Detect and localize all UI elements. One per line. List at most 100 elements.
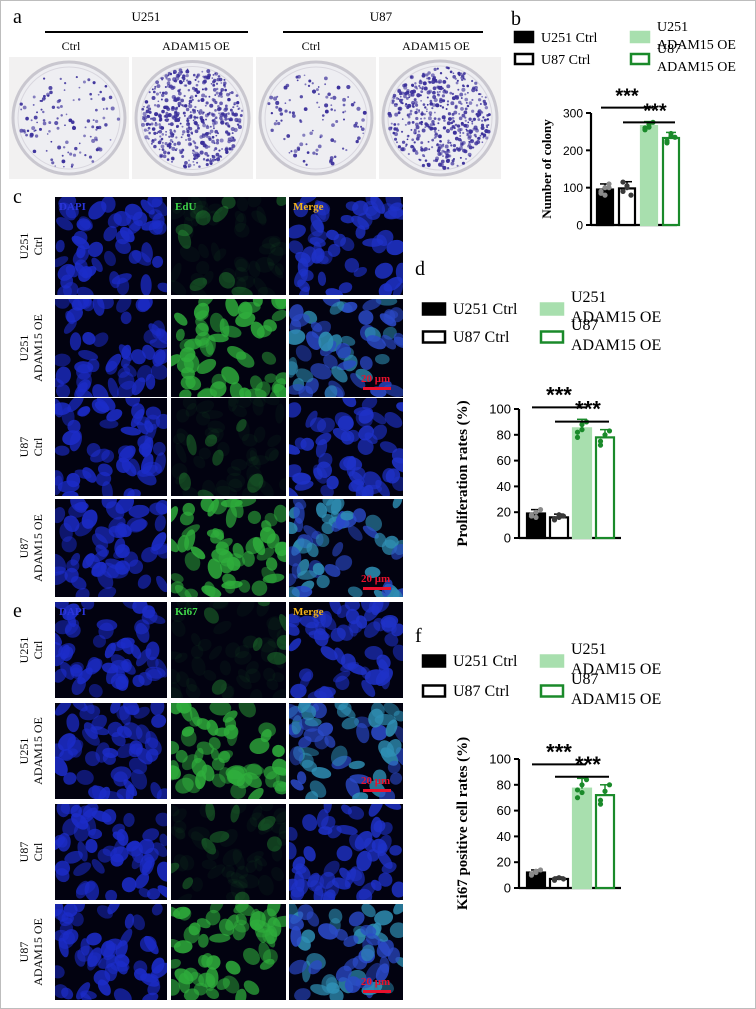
significance-label-2: ***	[575, 397, 601, 422]
ki67-row-label-3: U87 Ctrl	[17, 841, 45, 863]
ki67-image-dapi-3	[55, 804, 167, 900]
legend-label-2: U87 Ctrl	[453, 329, 510, 346]
data-point	[560, 876, 567, 882]
edu-image-marker-4	[171, 499, 286, 597]
data-point	[646, 124, 652, 130]
data-point	[606, 782, 613, 788]
legend-swatch-4	[629, 52, 651, 66]
ki67-image-dapi-4	[55, 904, 167, 1000]
colony-dish-u251-ctrl	[9, 57, 129, 179]
legend-swatch-1	[421, 302, 447, 316]
data-point	[628, 192, 634, 198]
y-tick-label: 100	[489, 752, 511, 767]
y-axis-label: Ki67 positive cell rates (%)	[455, 737, 471, 910]
legend-label-3-line-2: ADAM15 OE	[657, 38, 736, 53]
panel-letter-c: c	[13, 186, 22, 208]
data-point	[574, 434, 581, 440]
data-point	[620, 179, 626, 185]
edu-row-label-3: U87 Ctrl	[17, 436, 45, 458]
edu-image-merge-2	[289, 299, 403, 397]
legend-label-2: U87 Ctrl	[453, 683, 510, 700]
y-axis-label: Number of colony	[539, 119, 554, 219]
data-point	[560, 513, 567, 519]
condition-label-u87-ctrl: Ctrl	[301, 39, 321, 53]
group-label-u87: U87	[369, 9, 393, 24]
data-point	[597, 442, 604, 448]
ki67-image-marker-2	[171, 703, 286, 799]
data-point	[602, 788, 608, 794]
legend-label-1: U251 Ctrl	[453, 301, 518, 318]
legend-swatch-2	[421, 330, 447, 344]
bar-3	[571, 787, 593, 890]
edu-image-dapi-4	[55, 499, 167, 597]
ki67-image-dapi-2	[55, 703, 167, 799]
legend-label-4-line-2: ADAM15 OE	[657, 60, 736, 75]
legend-label-1: U251 Ctrl	[541, 31, 598, 46]
edu-image-merge-4	[289, 499, 403, 597]
y-tick-label: 100	[489, 402, 511, 417]
legend-label-3-line-1: U251	[571, 289, 607, 306]
legend-label-4-line-1: U87	[571, 317, 599, 334]
ki67-scale-bar-4	[363, 990, 391, 993]
legend-swatch-4	[539, 684, 565, 698]
colony-dish-u87-ctrl	[256, 57, 376, 179]
y-tick-label: 60	[497, 453, 511, 468]
ki67-stain-label-2: Ki67	[175, 606, 198, 618]
data-point	[642, 125, 648, 131]
edu-image-marker-3	[171, 398, 286, 496]
edu-stain-label-2: EdU	[175, 201, 197, 213]
legend-label-2: U87 Ctrl	[541, 53, 591, 68]
condition-label-u251-ctrl: Ctrl	[61, 39, 81, 53]
panel-letter-f: f	[415, 625, 422, 647]
ki67-image-marker-3	[171, 804, 286, 900]
y-tick-label: 300	[563, 107, 583, 121]
panel-letter-a: a	[13, 6, 22, 28]
data-point	[602, 185, 608, 191]
legend-label-1: U251 Ctrl	[453, 653, 518, 670]
legend-swatch-1	[513, 30, 535, 44]
legend-swatch-2	[513, 52, 535, 66]
data-point	[672, 134, 678, 140]
data-point	[574, 787, 581, 793]
edu-row-label-1: U251 Ctrl	[17, 232, 45, 260]
significance-label-1: ***	[546, 739, 572, 764]
edu-row-label-4: U87 ADAM15 OE	[17, 514, 45, 582]
y-tick-label: 20	[497, 855, 511, 870]
bar-4	[661, 136, 681, 227]
data-point	[528, 871, 535, 877]
edu-scale-bar-4	[363, 587, 391, 590]
legend-label-4-line-2: ADAM15 OE	[571, 337, 661, 354]
y-tick-label: 100	[563, 181, 583, 195]
chart-b: U251 Ctrl U87 Ctrl U251 ADAM15 OE U87 ADAM15 …	[507, 3, 755, 235]
edu-scale-bar-label-2: 20 μm	[361, 373, 391, 385]
ki67-stain-label-3: Merge	[293, 606, 324, 618]
legend-label-3-line-2: ADAM15 OE	[571, 661, 661, 678]
data-point	[606, 181, 612, 187]
panel-letter-d: d	[415, 258, 425, 280]
y-axis-label: Proliferation rates (%)	[455, 400, 471, 546]
data-point	[551, 516, 558, 522]
group-line-u87	[283, 31, 483, 33]
bar-3	[571, 427, 593, 540]
legend-label-3-line-1: U251	[657, 20, 688, 35]
legend-label-4-line-1: U87	[571, 671, 599, 688]
ki67-scale-bar-label-2: 20 μm	[361, 775, 391, 787]
edu-image-marker-2	[171, 299, 286, 397]
data-point	[574, 795, 581, 801]
significance-label-2: ***	[643, 100, 667, 122]
data-point	[597, 438, 604, 444]
y-tick-label: 20	[497, 505, 511, 520]
data-point	[668, 133, 674, 139]
legend-swatch-1	[421, 654, 447, 668]
legend-label-3-line-1: U251	[571, 641, 607, 658]
edu-scale-bar-label-4: 20 μm	[361, 573, 391, 585]
data-point	[551, 876, 558, 882]
colony-dish-u87-oe	[379, 57, 501, 179]
colony-dish-u251-oe	[132, 57, 253, 179]
edu-stain-label-1: DAPI	[59, 201, 86, 213]
panel-letter-b: b	[511, 8, 521, 30]
legend-swatch-2	[421, 684, 447, 698]
y-tick-label: 200	[563, 144, 583, 158]
legend-label-3-line-2: ADAM15 OE	[571, 309, 661, 326]
data-point	[602, 192, 608, 198]
